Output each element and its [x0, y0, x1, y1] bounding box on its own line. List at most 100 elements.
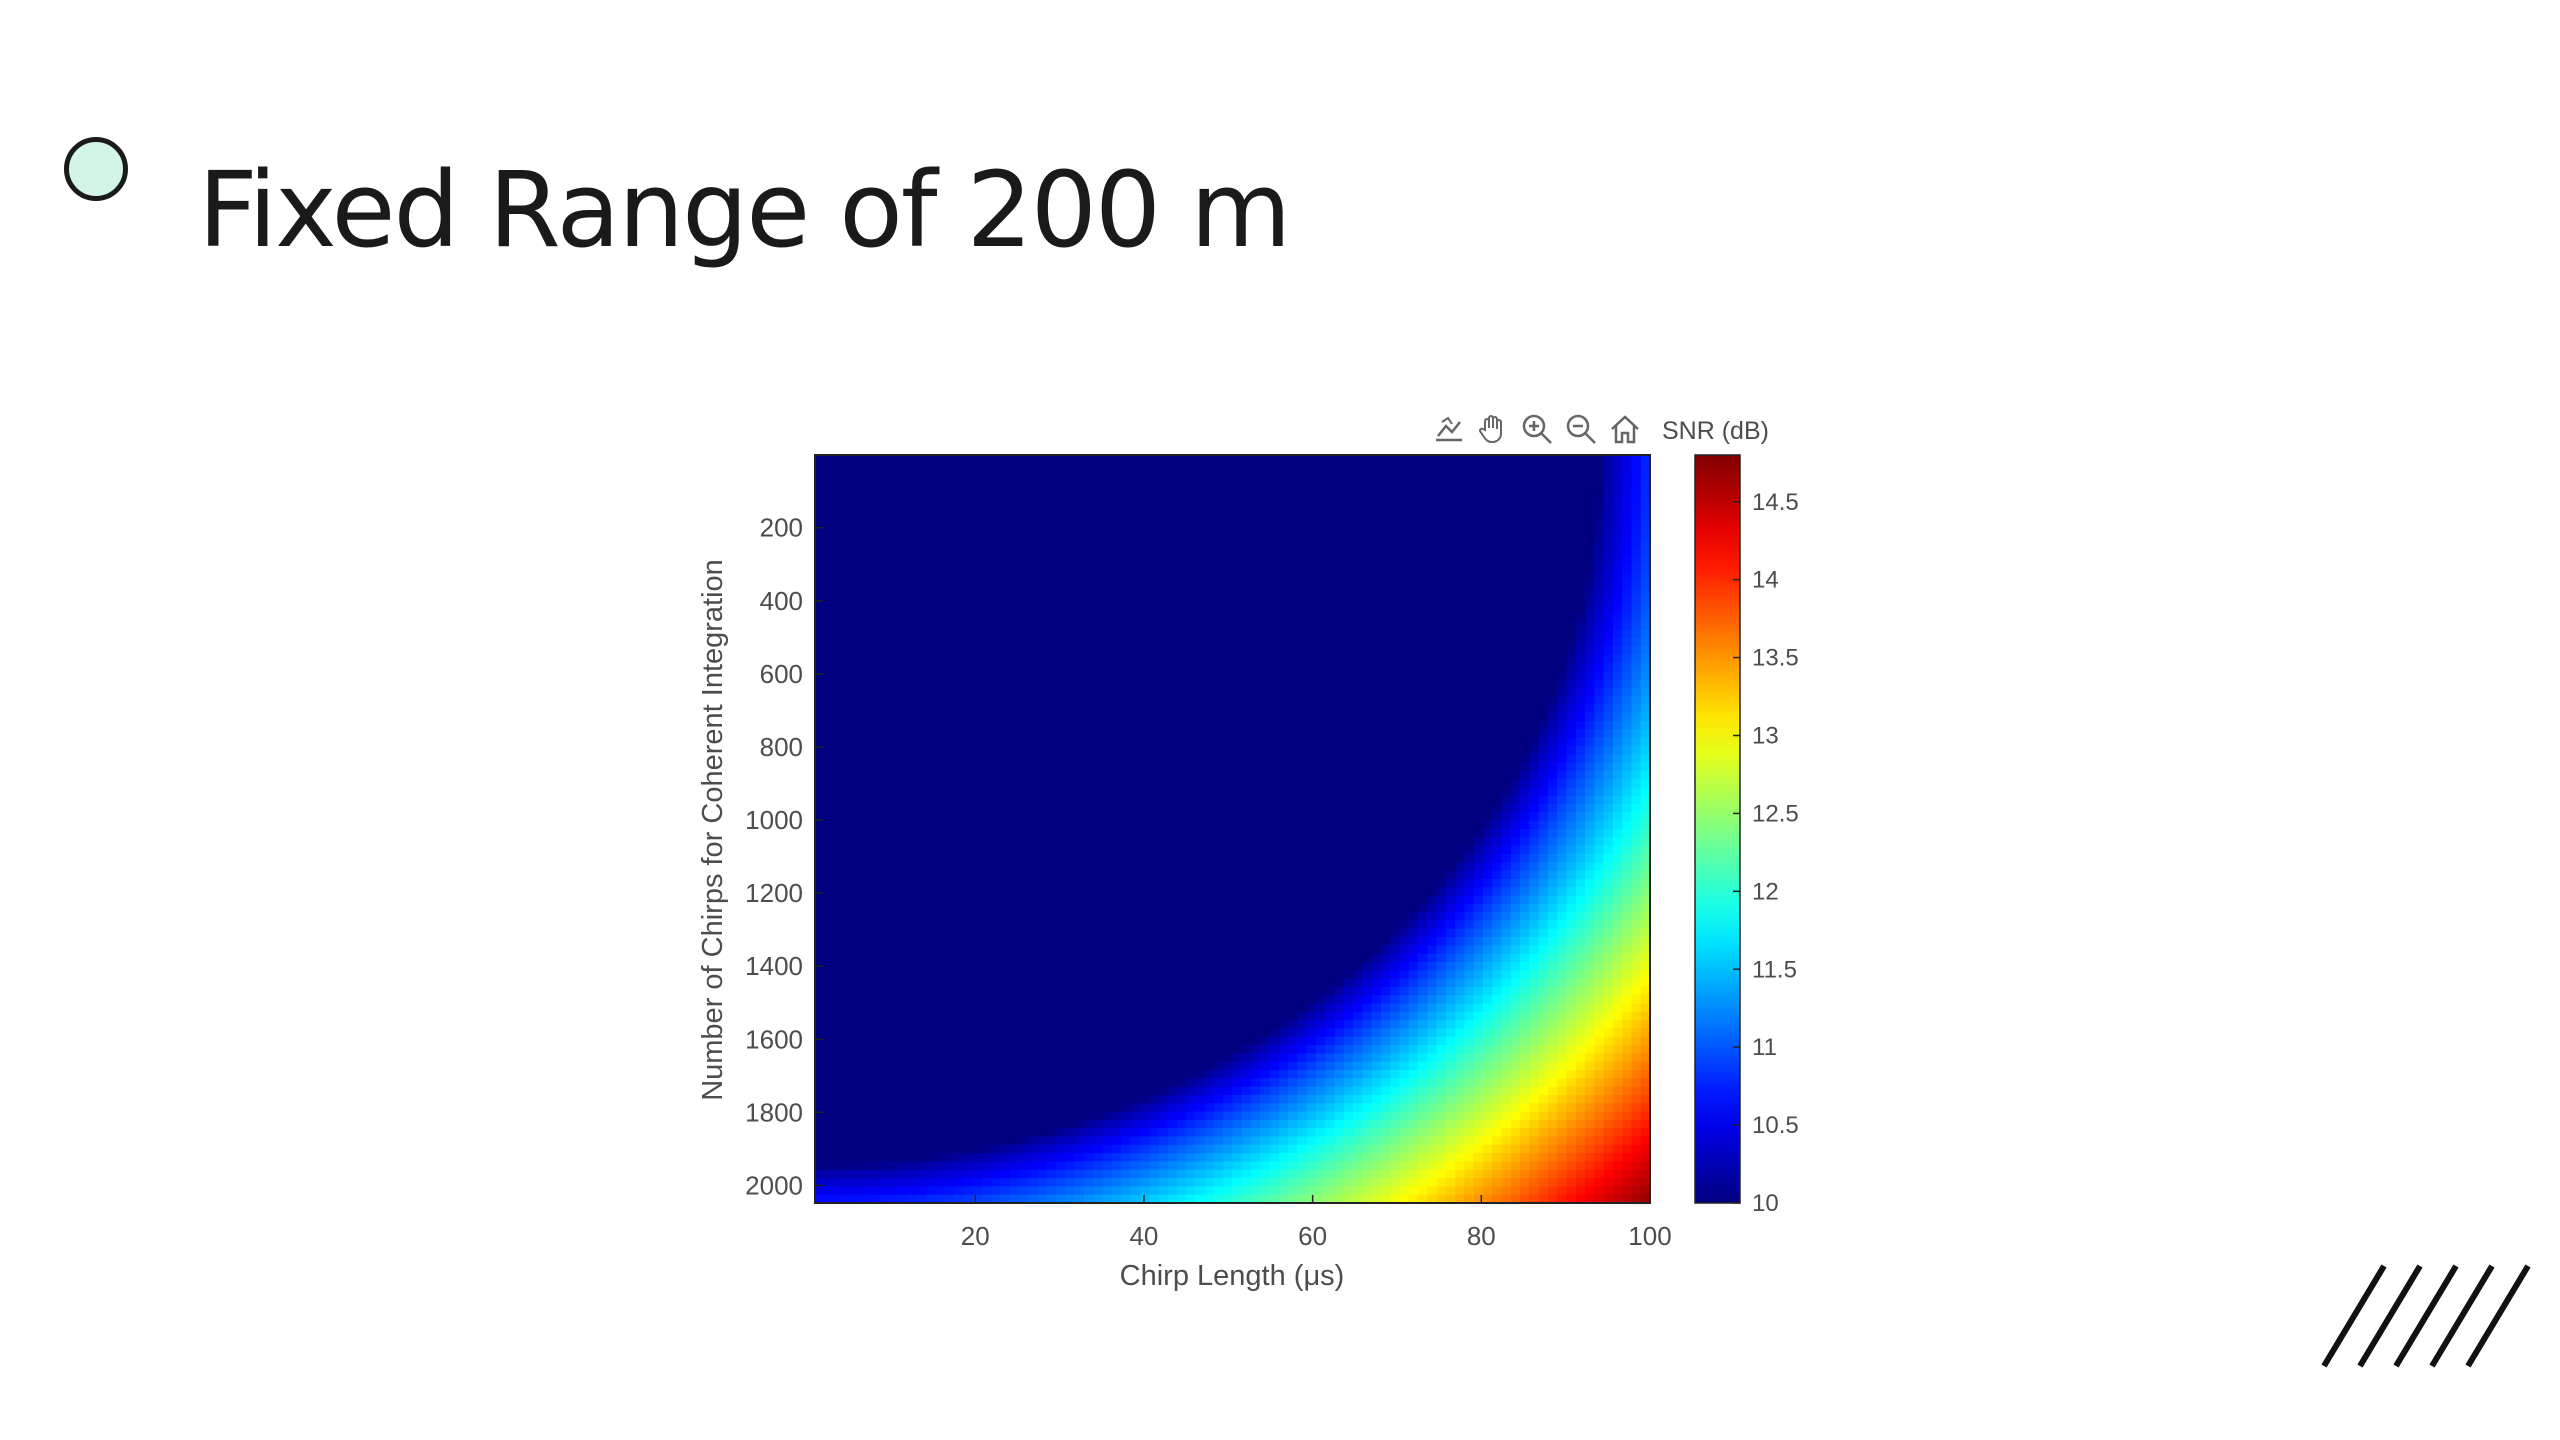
heatmap-cell [1353, 671, 1363, 680]
heatmap-cell [1176, 529, 1187, 539]
heatmap-cell [815, 529, 825, 539]
zoom-out-icon[interactable] [1562, 410, 1600, 448]
heatmap-cell [982, 538, 992, 548]
heatmap-cell [917, 654, 927, 664]
heatmap-cell [1418, 629, 1428, 639]
heatmap-cell [963, 754, 974, 764]
heatmap-cell [1585, 521, 1595, 531]
heatmap-cell [991, 895, 1002, 905]
heatmap-cell [1186, 687, 1196, 697]
heatmap-cell [1594, 621, 1605, 631]
heatmap-cell [1288, 529, 1299, 539]
heatmap-cell [1501, 455, 1512, 464]
heatmap-cell [1464, 770, 1475, 780]
heatmap-cell [1492, 455, 1503, 464]
heatmap-cell [1343, 546, 1354, 556]
heatmap-cell [1074, 488, 1085, 498]
heatmap-cell [1278, 720, 1289, 730]
heatmap-cell [1084, 646, 1094, 656]
heatmap-cell [1603, 853, 1614, 863]
heatmap-cell [1492, 579, 1503, 589]
heatmap-cell [879, 762, 890, 772]
heatmap-cell [898, 895, 909, 905]
heatmap-cell [1473, 687, 1484, 697]
heatmap-cell [861, 903, 872, 913]
heatmap-cell [1547, 546, 1558, 556]
heatmap-cell [1204, 853, 1215, 863]
heatmap-cell [1158, 720, 1169, 730]
heatmap-cell [1167, 637, 1178, 647]
heatmap-cell [1167, 463, 1178, 473]
heatmap-cell [861, 912, 872, 922]
heatmap-cell [1074, 662, 1085, 672]
heatmap-cell [852, 787, 862, 797]
heatmap-cell [1037, 712, 1048, 722]
heatmap-cell [1622, 554, 1633, 564]
pan-hand-icon[interactable] [1474, 410, 1512, 448]
heatmap-cell [1631, 737, 1642, 747]
heatmap-cell [991, 720, 1002, 730]
heatmap-cell [1316, 853, 1326, 863]
heatmap-cell [1121, 521, 1132, 531]
heatmap-cell [1585, 878, 1595, 888]
heatmap-cell [1603, 845, 1614, 855]
heatmap-cell [1278, 529, 1289, 539]
heatmap-cell [1297, 612, 1308, 622]
heatmap-cell [1334, 712, 1345, 722]
heatmap-cell [815, 621, 825, 631]
heatmap-cell [1492, 671, 1503, 680]
heatmap-cell [1427, 679, 1438, 689]
heatmap-cell [1464, 853, 1475, 863]
heatmap-cell [1009, 488, 1020, 498]
heatmap-cell [1037, 579, 1048, 589]
heatmap-cell [917, 853, 927, 863]
heatmap-cell [1464, 679, 1475, 689]
heatmap-cell [1399, 878, 1410, 888]
heatmap-cell [1028, 687, 1039, 697]
heatmap-cell [1111, 471, 1122, 481]
heatmap-cell [870, 903, 881, 913]
heatmap-cell [963, 504, 974, 514]
heatmap-cell [1492, 521, 1503, 531]
home-icon[interactable] [1606, 410, 1644, 448]
heatmap-cell [1121, 712, 1132, 722]
heatmap-cell [1130, 887, 1141, 897]
heatmap-cell [1260, 563, 1271, 572]
heatmap-cell [1334, 654, 1345, 664]
heatmap-cell [1149, 513, 1159, 523]
heatmap-cell [1176, 662, 1187, 672]
heatmap-cell [1186, 679, 1196, 689]
heatmap-cell [1575, 762, 1586, 772]
heatmap-cell [1575, 787, 1586, 797]
heatmap-cell [889, 596, 900, 606]
zoom-in-icon[interactable] [1518, 410, 1556, 448]
data-tips-icon[interactable] [1430, 410, 1468, 448]
heatmap-cell [1269, 563, 1280, 572]
heatmap-cell [1139, 513, 1150, 523]
heatmap-cell [889, 812, 900, 822]
heatmap-cell [861, 621, 872, 631]
heatmap-cell [1158, 696, 1169, 705]
heatmap-cell [1353, 529, 1363, 539]
heatmap-cell [972, 737, 983, 747]
heatmap-cell [1418, 829, 1428, 838]
heatmap-cell [1371, 762, 1382, 772]
heatmap-cell [1241, 737, 1252, 747]
heatmap-cell [1612, 488, 1623, 498]
heatmap-cell [1121, 820, 1132, 830]
heatmap-cell [1149, 729, 1159, 739]
heatmap-cell [1251, 671, 1261, 680]
heatmap-cell [1575, 754, 1586, 764]
heatmap-cell [1343, 604, 1354, 614]
heatmap-cell [1213, 529, 1224, 539]
heatmap-cell [1547, 696, 1558, 705]
heatmap-cell [1130, 704, 1141, 714]
heatmap-cell [1306, 704, 1317, 714]
heatmap-cell [1056, 853, 1067, 863]
heatmap-cell [1585, 745, 1595, 755]
heatmap-cell [1640, 679, 1651, 689]
heatmap-cell [1492, 504, 1503, 514]
heatmap-cell [1158, 496, 1169, 506]
heatmap-cell [1260, 529, 1271, 539]
heatmap-cell [1316, 795, 1326, 805]
